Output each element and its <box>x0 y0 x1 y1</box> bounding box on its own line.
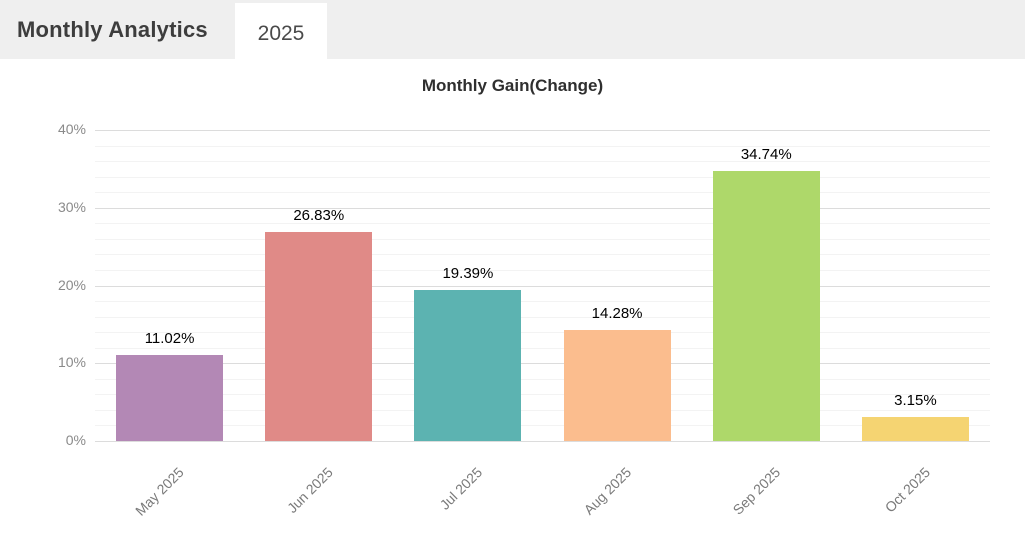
major-gridline <box>95 207 990 209</box>
minor-gridline <box>95 254 990 256</box>
tab-2025[interactable]: 2025 <box>235 3 327 63</box>
x-axis-tick-label: Jun 2025 <box>284 464 337 517</box>
minor-gridline <box>95 425 990 427</box>
minor-gridline <box>95 347 990 349</box>
y-axis-tick-label: 0% <box>65 432 86 448</box>
minor-gridline <box>95 332 990 334</box>
bar-value-label: 19.39% <box>442 265 494 283</box>
x-axis-tick-label: Aug 2025 <box>580 464 635 518</box>
minor-gridline <box>95 145 990 147</box>
chart-bar[interactable] <box>563 329 671 441</box>
minor-gridline <box>95 176 990 178</box>
minor-gridline <box>95 192 990 194</box>
minor-gridline <box>95 378 990 380</box>
bar-value-label: 14.28% <box>591 304 643 322</box>
chart-bar[interactable] <box>861 416 969 441</box>
page-title: Monthly Analytics <box>17 17 208 42</box>
major-gridline <box>95 363 990 365</box>
x-axis-tick-label: Sep 2025 <box>729 464 784 518</box>
y-axis-tick-label: 40% <box>57 121 86 137</box>
minor-gridline <box>95 161 990 163</box>
y-axis-tick-label: 30% <box>57 198 86 215</box>
minor-gridline <box>95 238 990 240</box>
major-gridline <box>95 285 990 287</box>
bar-value-label: 34.74% <box>740 145 792 163</box>
minor-gridline <box>95 394 990 396</box>
chart-bar[interactable] <box>116 355 224 441</box>
header-bar: Monthly Analytics <box>0 0 1025 59</box>
major-gridline <box>95 441 990 442</box>
bar-value-label: 3.15% <box>894 391 937 409</box>
minor-gridline <box>95 409 990 411</box>
chart-bar[interactable] <box>265 232 373 441</box>
chart-title: Monthly Gain(Change) <box>421 76 604 95</box>
x-axis-tick-label: Jul 2025 <box>436 464 486 513</box>
bar-value-label: 26.83% <box>293 207 345 225</box>
chart-bar[interactable] <box>712 170 820 441</box>
major-gridline <box>95 130 990 131</box>
minor-gridline <box>95 301 990 303</box>
x-axis-tick-label: May 2025 <box>132 464 187 519</box>
y-axis-tick-label: 10% <box>57 354 86 371</box>
minor-gridline <box>95 223 990 225</box>
minor-gridline <box>95 269 990 271</box>
y-axis-tick-label: 20% <box>57 276 86 293</box>
minor-gridline <box>95 316 990 318</box>
x-axis-tick-label: Oct 2025 <box>881 464 933 516</box>
tab-2025-label: 2025 <box>257 22 305 45</box>
chart-bar[interactable] <box>414 290 522 441</box>
bar-value-label: 11.02% <box>144 330 195 348</box>
